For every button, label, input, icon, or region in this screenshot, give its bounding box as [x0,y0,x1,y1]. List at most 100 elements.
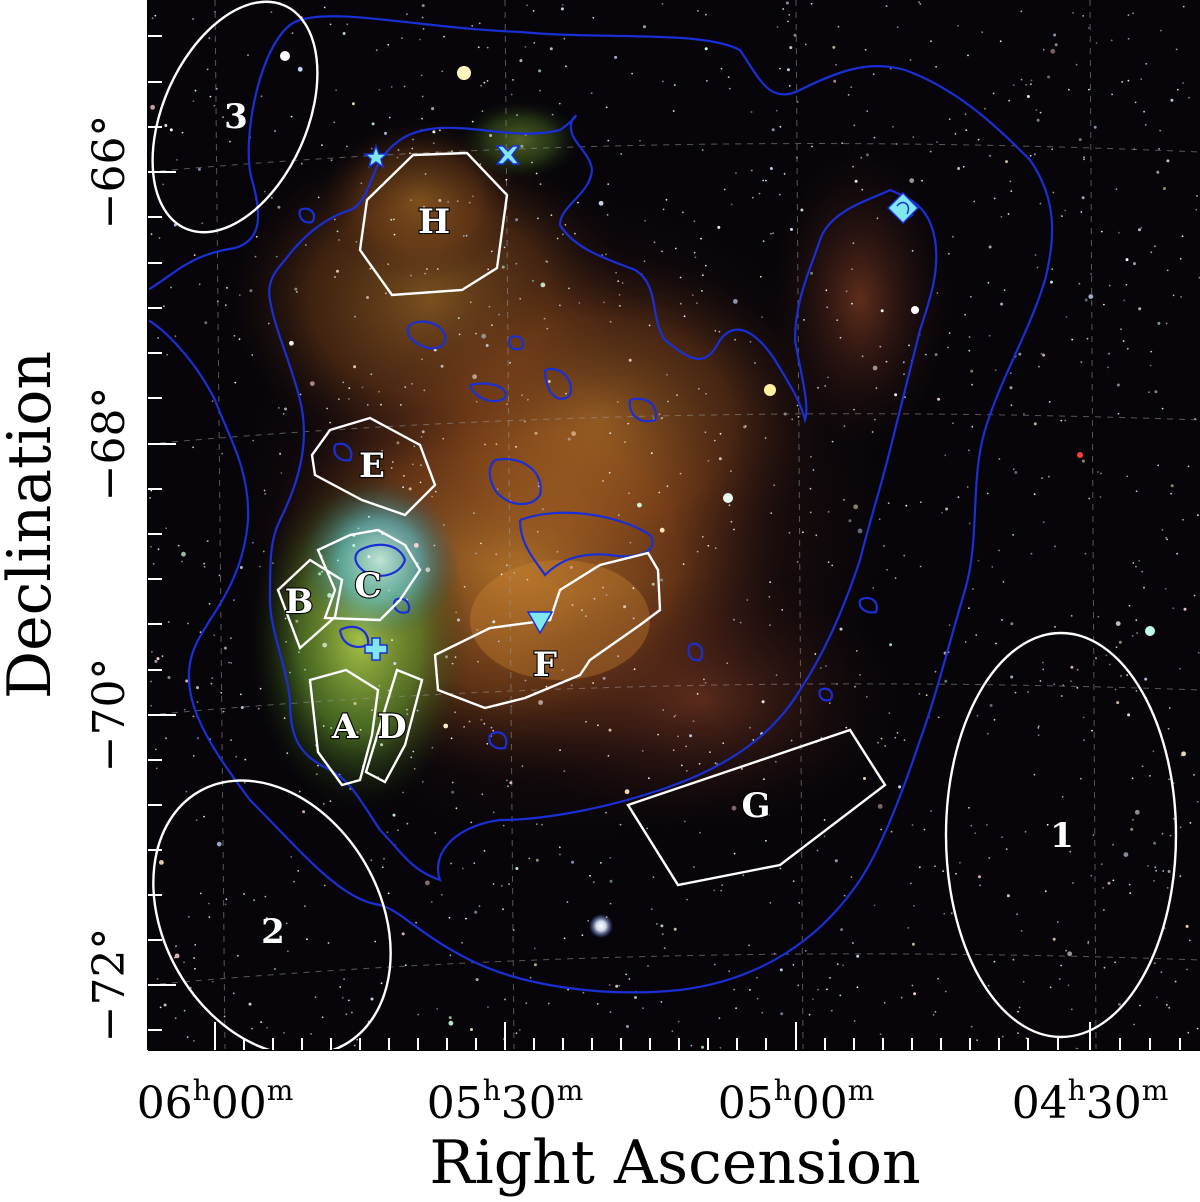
star-point [476,629,479,631]
star-point [672,110,675,112]
star-point [1129,892,1132,894]
star-point [1058,978,1061,980]
star-point [547,380,551,383]
star-point [526,4,528,7]
star-point [524,46,527,48]
star-point [1125,283,1128,286]
star-point [816,849,819,852]
star-point [728,87,731,90]
star-point [150,104,156,110]
star-point [1070,1008,1073,1011]
star-point [909,178,915,184]
star-point [270,11,273,14]
star-point [1179,826,1182,829]
star-point [812,998,814,1000]
star-point [993,197,996,200]
star-point [887,502,890,505]
star-point [1154,390,1158,394]
y-axis-ticks [148,35,176,1031]
star-point [468,720,471,723]
star-point [1018,1006,1021,1009]
star-point [1161,407,1164,410]
star-point [896,732,899,734]
star-point [1030,79,1033,82]
star-point [864,48,867,51]
star-point [819,667,822,669]
star-point [1012,958,1015,961]
star-point [728,970,731,973]
star-point [720,67,723,70]
star-point [454,711,456,714]
star-point [385,292,387,295]
star-point [263,190,266,193]
star-point [848,519,852,523]
star-point [1061,796,1064,798]
star-point [415,921,417,924]
star-point [726,662,729,665]
region-label-g: G [741,786,770,826]
star-point [581,934,584,937]
star-point [533,947,536,950]
star-point [948,118,951,120]
star-point [1036,266,1039,269]
star-point [1054,626,1056,628]
star-point [847,94,850,96]
star-point [769,902,772,904]
dec-tick-label-68: −68° [84,387,135,502]
star-point [1183,607,1187,611]
star-point [220,691,223,694]
star-point [403,475,405,477]
star-point [233,334,236,337]
star-point [421,95,424,98]
star-point [1108,352,1110,355]
star-point [413,543,419,548]
star-point [354,315,356,318]
star-point [679,276,682,279]
star-point [440,364,444,368]
star-point [1141,570,1144,573]
star-point [836,319,839,321]
star-point [321,144,323,147]
star-point [1135,565,1137,568]
star-point [563,37,566,40]
star-point [367,555,371,559]
star-point [1161,832,1164,835]
star-point [421,16,424,19]
star-point [910,882,912,885]
star-point [1117,412,1120,415]
outer-contour [148,15,1054,994]
star-point [1000,302,1004,306]
star-point [224,304,227,307]
star-point [661,250,663,253]
star-point [1002,581,1005,583]
star-point [988,857,991,859]
star-point [975,634,978,636]
star-point [661,933,664,935]
star-point [449,954,452,957]
star-point [480,84,482,87]
star-point [230,739,233,742]
star-point [823,819,826,821]
star-point [424,272,426,275]
star-point [609,856,612,859]
star-point [853,1020,856,1022]
star-point [950,912,953,915]
star-point [210,682,213,685]
star-point [905,504,908,507]
star-point [283,1032,285,1034]
star-point [330,727,333,729]
star-point [451,790,455,794]
star-point [475,332,477,335]
star-point [402,486,404,489]
star-point [911,984,914,987]
star-point [1081,459,1085,463]
star-point [371,709,373,712]
star-point [149,497,152,499]
star-point [352,544,356,547]
star-point [1159,129,1162,132]
star-point [512,79,514,81]
star-point [886,568,888,571]
star-point [448,1020,454,1026]
star-point [450,737,453,740]
star-point [605,253,607,256]
